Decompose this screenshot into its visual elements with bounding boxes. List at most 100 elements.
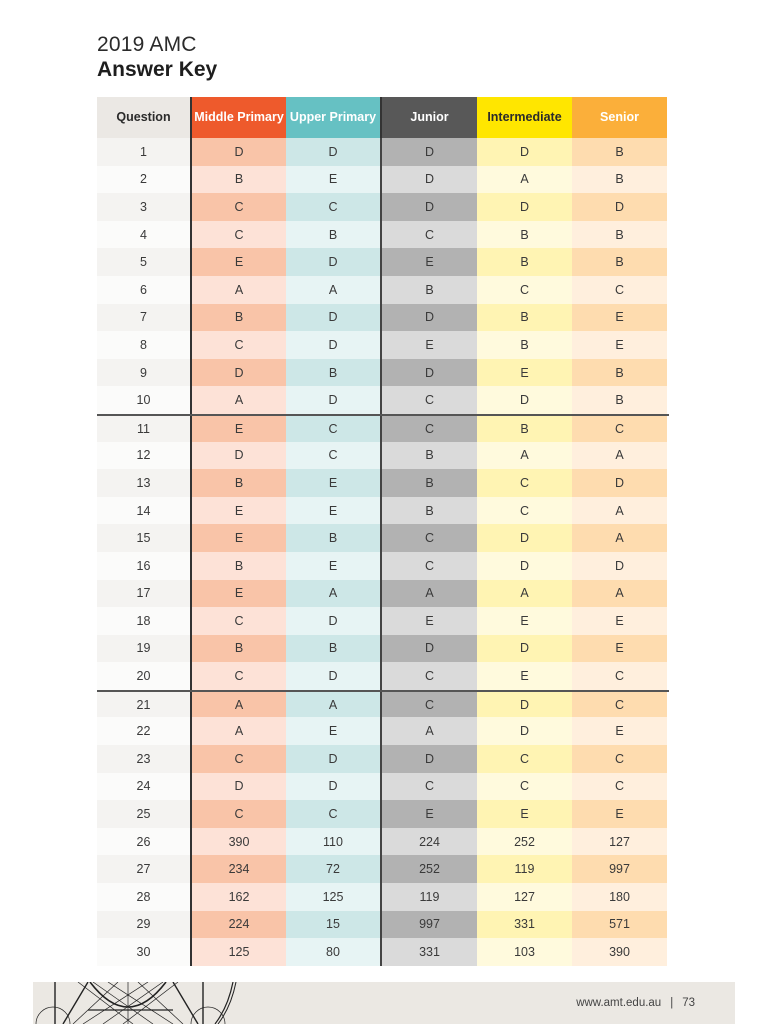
cell-senior: E xyxy=(572,303,667,332)
cell-senior: C xyxy=(572,275,667,304)
cell-middle-primary: 224 xyxy=(190,910,286,939)
page-footer: www.amt.edu.au | 73 xyxy=(33,982,735,1024)
table-row: 29 224 15 997 331 571 xyxy=(97,910,669,939)
page-number: 73 xyxy=(682,997,695,1009)
answer-key-table: Question Middle Primary Upper Primary Ju… xyxy=(97,97,669,966)
table-row: 11 E C C B C xyxy=(97,413,669,442)
table-row: 15 E B C D A xyxy=(97,524,669,552)
cell-intermediate: 252 xyxy=(477,827,572,856)
cell-middle-primary: E xyxy=(190,579,286,608)
cell-junior: E xyxy=(380,607,477,635)
cell-question: 13 xyxy=(97,469,190,497)
cell-senior: B xyxy=(572,165,667,194)
footer-separator: | xyxy=(670,997,674,1009)
cell-senior: A xyxy=(572,579,667,608)
cell-question: 20 xyxy=(97,662,190,690)
cell-middle-primary: A xyxy=(190,691,286,718)
cell-middle-primary: B xyxy=(190,165,286,194)
cell-senior: 127 xyxy=(572,827,667,856)
cell-question: 28 xyxy=(97,883,190,911)
cell-question: 8 xyxy=(97,331,190,359)
cell-intermediate: E xyxy=(477,800,572,828)
cell-middle-primary: C xyxy=(190,745,286,773)
cell-intermediate: E xyxy=(477,607,572,635)
table-row: 12 D C B A A xyxy=(97,441,669,470)
cell-question: 2 xyxy=(97,165,190,194)
cell-intermediate: B xyxy=(477,220,572,249)
cell-question: 11 xyxy=(97,415,190,442)
cell-senior: E xyxy=(572,717,667,746)
cell-intermediate: D xyxy=(477,138,572,166)
table-row: 21 A A C D C xyxy=(97,689,669,718)
cell-question: 23 xyxy=(97,745,190,773)
cell-middle-primary: C xyxy=(190,331,286,359)
table-row: 16 B E C D D xyxy=(97,551,669,580)
cell-intermediate: C xyxy=(477,496,572,525)
cell-middle-primary: C xyxy=(190,800,286,828)
cell-junior: C xyxy=(380,386,477,414)
table-row: 19 B B D D E xyxy=(97,634,669,663)
header-upper-primary: Upper Primary xyxy=(286,97,380,138)
cell-junior: D xyxy=(380,193,477,221)
cell-middle-primary: D xyxy=(190,441,286,470)
cell-upper-primary: A xyxy=(286,691,380,718)
cell-upper-primary: D xyxy=(286,248,380,276)
cell-question: 6 xyxy=(97,275,190,304)
cell-junior: C xyxy=(380,772,477,801)
cell-middle-primary: 125 xyxy=(190,938,286,966)
geometric-decoration-icon xyxy=(35,982,237,1024)
cell-question: 21 xyxy=(97,691,190,718)
cell-senior: C xyxy=(572,745,667,773)
table-row: 23 C D D C C xyxy=(97,745,669,773)
header-junior: Junior xyxy=(380,97,477,138)
cell-senior: D xyxy=(572,469,667,497)
cell-question: 19 xyxy=(97,634,190,663)
cell-intermediate: A xyxy=(477,579,572,608)
cell-senior: C xyxy=(572,772,667,801)
table-row: 17 E A A A A xyxy=(97,579,669,608)
cell-senior: E xyxy=(572,634,667,663)
page-title: 2019 AMC Answer Key xyxy=(97,33,217,83)
cell-intermediate: D xyxy=(477,634,572,663)
cell-upper-primary: E xyxy=(286,551,380,580)
cell-junior: 252 xyxy=(380,855,477,884)
cell-upper-primary: E xyxy=(286,717,380,746)
cell-middle-primary: D xyxy=(190,138,286,166)
cell-junior: D xyxy=(380,634,477,663)
cell-upper-primary: C xyxy=(286,415,380,442)
cell-senior: 571 xyxy=(572,910,667,939)
header-middle-primary: Middle Primary xyxy=(190,97,286,138)
cell-junior: D xyxy=(380,138,477,166)
table-row: 20 C D C E C xyxy=(97,662,669,690)
cell-upper-primary: A xyxy=(286,579,380,608)
cell-middle-primary: 390 xyxy=(190,827,286,856)
title-year-amc: 2019 AMC xyxy=(97,33,197,56)
cell-senior: B xyxy=(572,220,667,249)
header-intermediate: Intermediate xyxy=(477,97,572,138)
table-header-row: Question Middle Primary Upper Primary Ju… xyxy=(97,97,669,138)
cell-senior: A xyxy=(572,496,667,525)
table-row: 26 390 110 224 252 127 xyxy=(97,827,669,856)
cell-upper-primary: D xyxy=(286,607,380,635)
cell-intermediate: C xyxy=(477,745,572,773)
cell-upper-primary: D xyxy=(286,331,380,359)
cell-question: 27 xyxy=(97,855,190,884)
cell-question: 29 xyxy=(97,910,190,939)
cell-upper-primary: D xyxy=(286,745,380,773)
cell-intermediate: 331 xyxy=(477,910,572,939)
cell-senior: B xyxy=(572,248,667,276)
cell-senior: C xyxy=(572,662,667,690)
cell-middle-primary: E xyxy=(190,248,286,276)
cell-middle-primary: A xyxy=(190,386,286,414)
cell-upper-primary: 72 xyxy=(286,855,380,884)
cell-upper-primary: C xyxy=(286,441,380,470)
cell-junior: D xyxy=(380,165,477,194)
cell-question: 16 xyxy=(97,551,190,580)
cell-senior: B xyxy=(572,138,667,166)
cell-intermediate: B xyxy=(477,303,572,332)
cell-middle-primary: 234 xyxy=(190,855,286,884)
cell-question: 30 xyxy=(97,938,190,966)
cell-middle-primary: D xyxy=(190,772,286,801)
header-senior: Senior xyxy=(572,97,667,138)
